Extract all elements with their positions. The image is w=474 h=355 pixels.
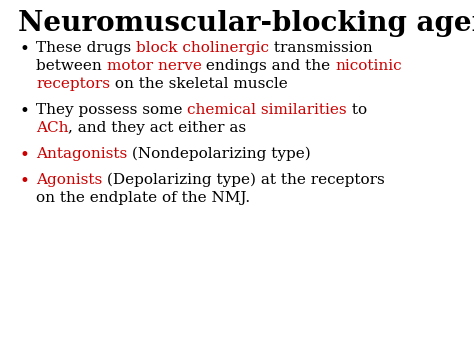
Text: They possess some: They possess some (36, 103, 187, 117)
Text: (Nondepolarizing type): (Nondepolarizing type) (127, 147, 311, 162)
Text: nicotinic: nicotinic (336, 59, 402, 73)
Text: transmission: transmission (269, 41, 373, 55)
Text: , and they act either as: , and they act either as (69, 121, 246, 135)
Text: endings and the: endings and the (201, 59, 336, 73)
Text: (Depolarizing type) at the receptors: (Depolarizing type) at the receptors (102, 173, 385, 187)
Text: to: to (347, 103, 367, 117)
Text: between: between (36, 59, 107, 73)
Text: •: • (20, 103, 30, 120)
Text: block cholinergic: block cholinergic (136, 41, 269, 55)
Text: Agonists: Agonists (36, 173, 102, 187)
Text: motor nerve: motor nerve (107, 59, 201, 73)
Text: receptors: receptors (36, 77, 110, 91)
Text: These drugs: These drugs (36, 41, 136, 55)
Text: Antagonists: Antagonists (36, 147, 127, 161)
Text: chemical similarities: chemical similarities (187, 103, 347, 117)
Text: •: • (20, 41, 30, 58)
Text: ACh: ACh (36, 121, 69, 135)
Text: Neuromuscular-blocking agents: Neuromuscular-blocking agents (18, 10, 474, 37)
Text: •: • (20, 173, 30, 190)
Text: on the endplate of the NMJ.: on the endplate of the NMJ. (36, 191, 250, 205)
Text: on the skeletal muscle: on the skeletal muscle (110, 77, 288, 91)
Text: •: • (20, 147, 30, 164)
